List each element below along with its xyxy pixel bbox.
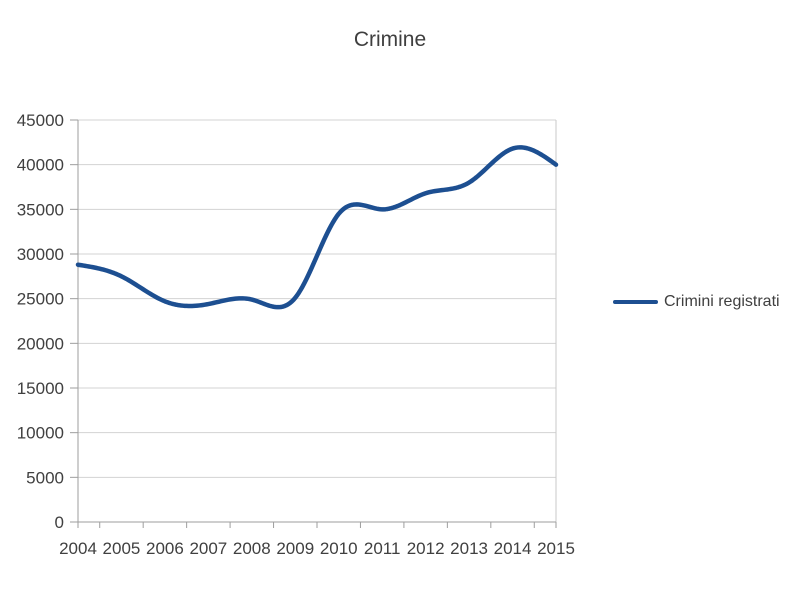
legend-label: Crimini registrati (664, 293, 780, 310)
y-tick-label: 10000 (17, 424, 64, 443)
x-tick-label: 2008 (233, 539, 271, 558)
x-tick-label: 2009 (276, 539, 314, 558)
y-tick-label: 30000 (17, 245, 64, 264)
y-tick-label: 45000 (17, 111, 64, 130)
chart-title: Crimine (353, 28, 427, 51)
legend: Crimini registrati (613, 292, 780, 312)
x-tick-label: 2004 (59, 539, 97, 558)
x-tick-label: 2014 (494, 539, 532, 558)
y-tick-label: 20000 (17, 334, 64, 353)
x-tick-label: 2006 (146, 539, 184, 558)
y-tick-label: 15000 (17, 379, 64, 398)
x-tick-label: 2010 (320, 539, 358, 558)
legend-line-swatch (613, 300, 658, 304)
x-tick-label: 2007 (189, 539, 227, 558)
y-tick-label: 40000 (17, 156, 64, 175)
x-tick-label: 2012 (407, 539, 445, 558)
x-tick-label: 2015 (537, 539, 575, 558)
y-tick-label: 25000 (17, 290, 64, 309)
y-tick-label: 5000 (26, 468, 64, 487)
y-tick-label: 0 (55, 513, 64, 532)
y-tick-label: 35000 (17, 200, 64, 219)
x-tick-label: 2005 (103, 539, 141, 558)
x-tick-label: 2011 (364, 539, 401, 558)
data-line-crimini-registrati (75, 145, 559, 310)
x-tick-label: 2013 (450, 539, 488, 558)
